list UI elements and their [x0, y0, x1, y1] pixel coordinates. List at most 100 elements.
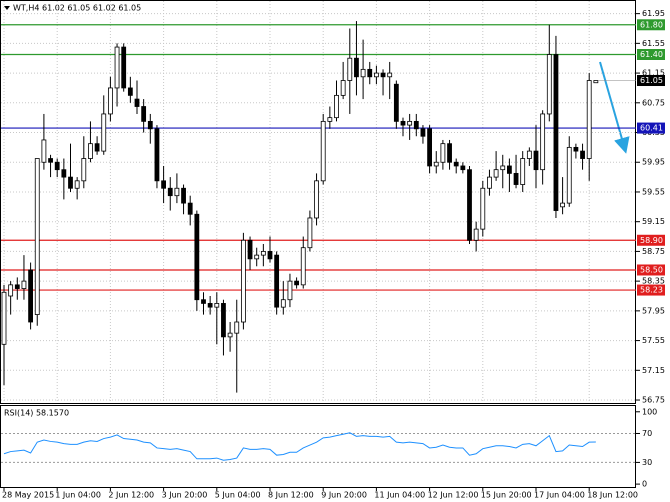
y-tick-label: 59.95: [642, 158, 665, 167]
x-tick-label: 11 Jun 04:00: [374, 491, 425, 500]
price-label: 61.05: [640, 76, 663, 85]
y-tick-label: 57.15: [642, 366, 665, 375]
candle-body: [41, 139, 47, 163]
candle-body: [520, 158, 526, 185]
candle-body: [234, 321, 240, 334]
candle-body: [307, 217, 313, 249]
candle-body: [287, 280, 293, 301]
candle-body: [487, 176, 492, 189]
candle-body: [314, 180, 319, 219]
candle-body: [260, 251, 266, 256]
candle-body: [81, 158, 87, 182]
y-tick-label: 59.55: [642, 187, 665, 196]
candle-body: [8, 284, 14, 297]
candle-body: [214, 303, 220, 308]
candle-body: [194, 213, 200, 301]
candle-body: [334, 94, 339, 119]
candle-body: [221, 303, 226, 338]
candle-body: [267, 251, 273, 260]
candle-body: [61, 169, 67, 178]
candle-body: [201, 299, 206, 304]
level-label-box: [637, 264, 665, 276]
candle-body: [393, 83, 399, 122]
candle-body: [493, 169, 499, 178]
level-label-box: [637, 234, 665, 246]
level-label-box: [637, 284, 665, 296]
candle-body: [274, 254, 280, 308]
candle-body: [447, 143, 452, 163]
candle-body: [21, 280, 27, 289]
candle-body: [88, 143, 93, 159]
level-label: 61.40: [640, 50, 663, 59]
candle-body: [167, 187, 173, 197]
candle-body: [174, 187, 180, 197]
y-tick-label: 60.75: [642, 98, 665, 107]
candle-body: [440, 143, 446, 163]
level-label: 61.80: [640, 20, 663, 29]
candle-body: [294, 280, 300, 286]
x-tick-label: 9 Jun 20:00: [321, 491, 367, 500]
candle-body: [14, 284, 20, 289]
y-tick-label: 61.95: [642, 9, 665, 18]
candle-body: [320, 120, 326, 182]
rsi-title: RSI(14) 58.1570: [4, 409, 69, 418]
candle-body: [573, 146, 579, 152]
candle-body: [367, 68, 373, 78]
y-tick-label: 100: [642, 407, 657, 416]
candle-body: [533, 150, 539, 171]
candle-body: [227, 332, 233, 338]
x-tick-label: 2 Jun 12:00: [108, 491, 154, 500]
candle-body: [207, 303, 213, 308]
candle-body: [460, 165, 466, 171]
level-label: 58.90: [640, 236, 663, 245]
candle-body: [247, 239, 253, 260]
candle-body: [141, 106, 147, 122]
rsi-panel: [0, 405, 636, 488]
candle-body: [127, 87, 133, 96]
level-label-box: [637, 19, 665, 31]
menu-triangle: [4, 6, 10, 10]
y-tick-label: 58.75: [642, 247, 665, 256]
candle-body: [187, 202, 193, 215]
candle-body: [134, 98, 140, 107]
candle-body: [68, 176, 73, 189]
candle-body: [280, 299, 286, 308]
arrow: [599, 61, 630, 154]
y-tick-label: 61.55: [642, 39, 665, 48]
x-tick-label: 1 Jun 04:00: [55, 491, 101, 500]
x-tick-label: 28 May 2015: [2, 491, 54, 500]
x-tick-label: 12 Jun 12:00: [428, 491, 479, 500]
candle-body: [354, 57, 359, 78]
level-label-box: [637, 122, 665, 134]
level-label: 58.50: [640, 265, 663, 274]
candle-body: [121, 46, 127, 89]
y-tick-label: 0: [642, 480, 647, 489]
candle-body: [74, 180, 80, 189]
candle-body: [54, 161, 60, 171]
candle-body: [28, 269, 34, 323]
candle-body: [420, 128, 426, 137]
y-tick-label: 58.35: [642, 277, 665, 286]
candle-body: [560, 202, 565, 208]
candle-body: [433, 161, 439, 167]
candle-body: [254, 254, 260, 260]
x-tick-label: 5 Jun 04:00: [215, 491, 261, 500]
candle-body: [340, 80, 346, 96]
y-tick-label: 61.15: [642, 69, 665, 78]
y-tick-label: 57.95: [642, 306, 665, 315]
candle-body: [453, 161, 459, 167]
candle-body: [566, 146, 572, 204]
x-tick-label: 17 Jun 04:00: [534, 491, 585, 500]
candle-body: [467, 169, 472, 241]
y-tick-label: 30: [642, 458, 652, 467]
candle-body: [114, 46, 120, 89]
candle-body: [380, 72, 386, 78]
candle-body: [473, 228, 479, 241]
y-tick-label: 70: [642, 429, 652, 438]
candle-body: [240, 239, 246, 323]
candle-body: [147, 120, 153, 130]
candle-body: [373, 72, 379, 78]
x-tick-label: 8 Jun 12:00: [268, 491, 314, 500]
candle-body: [553, 54, 559, 211]
